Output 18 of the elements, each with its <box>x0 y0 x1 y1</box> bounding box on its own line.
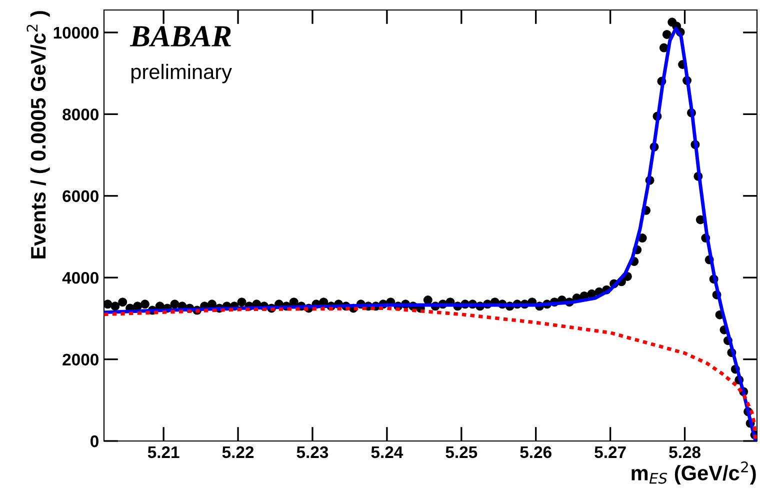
annotation: BABAR <box>130 26 231 46</box>
x-tick-label: 5.26 <box>520 446 552 458</box>
x-tick-label: 5.21 <box>148 446 180 458</box>
x-axis-title: m$_{ES}$ (GeV/c$^{2}$) <box>632 461 756 485</box>
x-tick-label: 5.23 <box>296 446 328 458</box>
x-tick-label: 5.25 <box>446 446 478 458</box>
x-tick-label: 5.27 <box>594 446 626 458</box>
y-axis-title: Events / ( 0.0005 GeV/c$^{2}$ ) <box>26 11 50 258</box>
y-tick-label: 0 <box>90 435 98 448</box>
y-tick-label: 4000 <box>62 272 98 284</box>
x-tick-label: 5.22 <box>222 446 254 458</box>
y-tick-label: 2000 <box>62 354 98 366</box>
y-tick-label: 10000 <box>54 26 98 39</box>
y-tick-label: 6000 <box>62 190 98 202</box>
x-tick-label: 5.28 <box>669 446 700 458</box>
x-tick-label: 5.24 <box>371 446 404 458</box>
y-tick-label: 8000 <box>62 108 98 120</box>
annotation: preliminary <box>131 64 232 84</box>
